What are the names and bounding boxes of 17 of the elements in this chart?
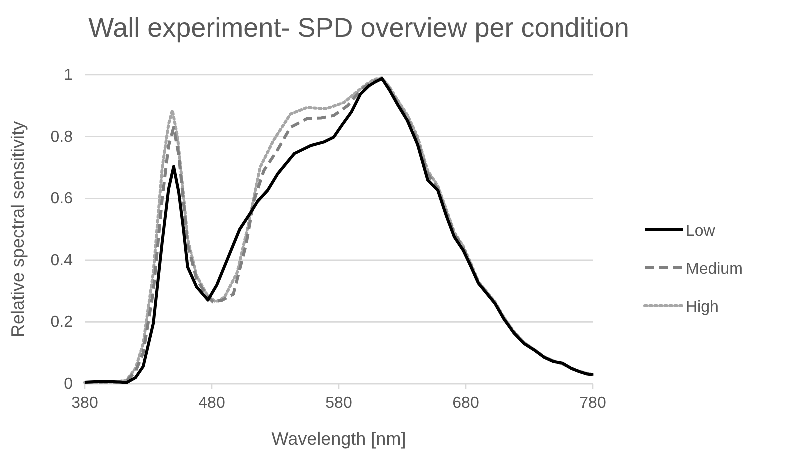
y-axis-title: Relative spectral sensitivity	[8, 121, 28, 338]
chart-title: Wall experiment- SPD overview per condition	[88, 13, 630, 43]
x-tick-label: 380	[72, 395, 98, 412]
y-tick-label: 0.8	[50, 128, 74, 146]
y-tick-label: 0	[64, 376, 74, 393]
y-tick-label: 0.4	[50, 252, 74, 270]
x-tick-label: 780	[580, 395, 606, 412]
x-axis-title: Wavelength [nm]	[272, 429, 406, 449]
y-tick-label: 0.2	[50, 314, 74, 332]
x-tick-label: 580	[326, 395, 352, 412]
legend-label: High	[686, 299, 719, 316]
legend-label: Low	[686, 223, 716, 240]
x-tick-label: 680	[452, 395, 480, 412]
y-tick-label: 0.6	[50, 190, 74, 208]
x-tick-label: 480	[198, 395, 226, 412]
y-tick-label: 1	[64, 67, 74, 84]
legend-label: Medium	[686, 261, 743, 278]
